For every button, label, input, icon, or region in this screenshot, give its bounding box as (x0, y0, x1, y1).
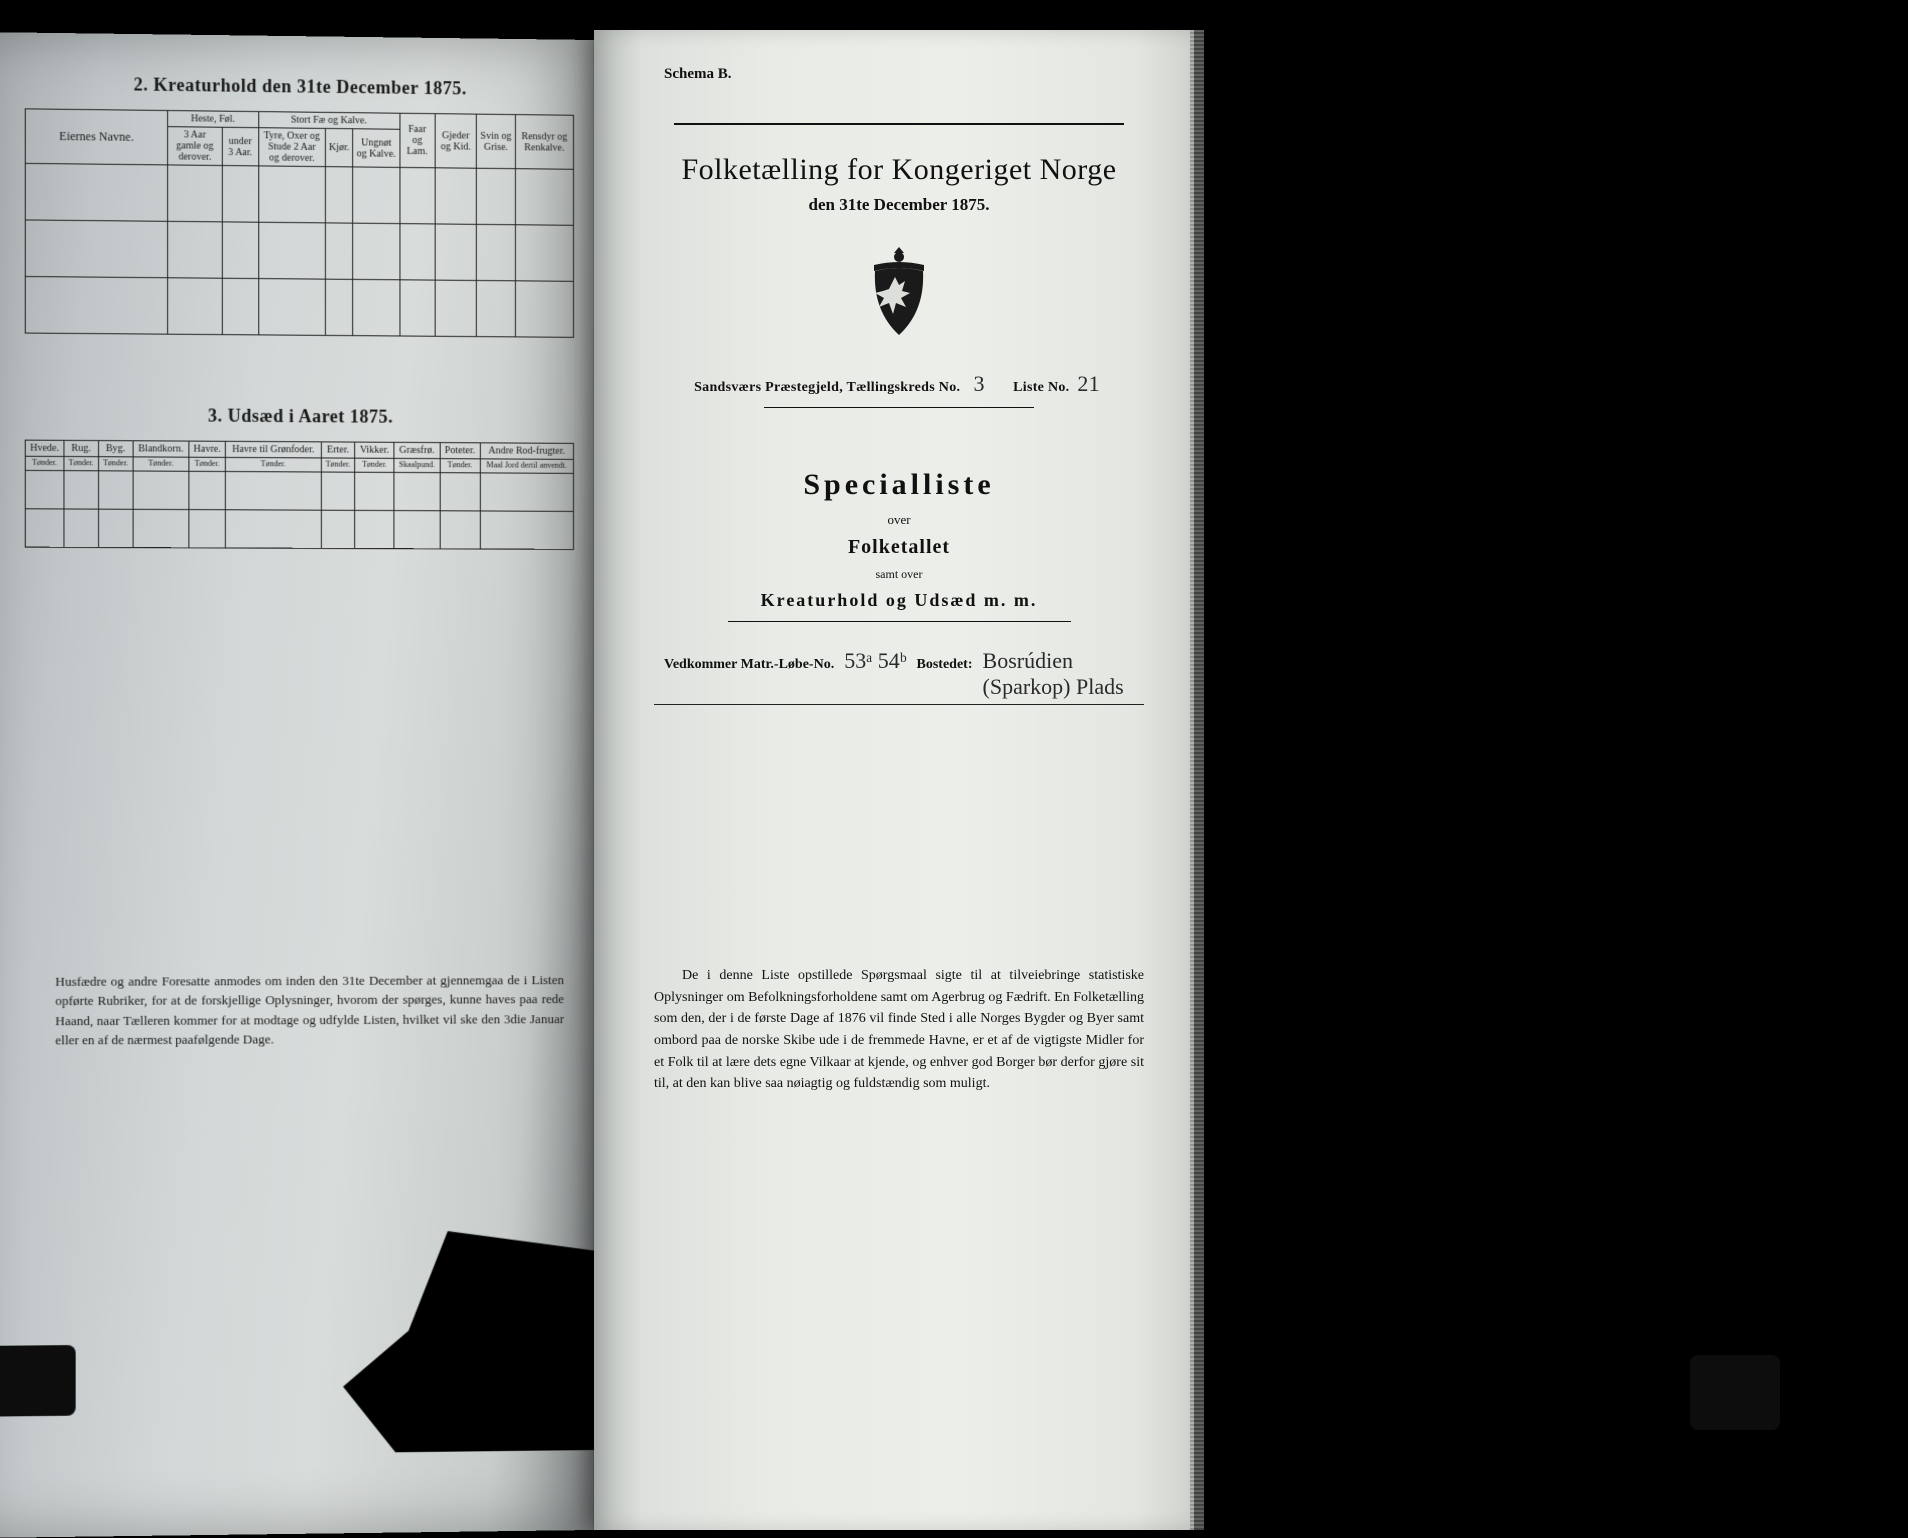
torn-corner (343, 1230, 604, 1453)
col-svin: Svin og Grise. (477, 114, 516, 169)
col-faar: Faar og Lam. (400, 113, 435, 168)
body-paragraph: De i denne Liste opstillede Spørgsmaal s… (654, 965, 1144, 1095)
over-label: over (654, 512, 1144, 528)
matr-row: Vedkommer Matr.-Løbe-No. 53ᵃ 54ᵇ Bostede… (654, 648, 1144, 705)
table-kreaturhold: Eiernes Navne. Heste, Føl. Stort Fæ og K… (25, 108, 574, 338)
matr-label: Vedkommer Matr.-Løbe-No. (664, 657, 834, 673)
col-s3: Ungnøt og Kalve. (353, 129, 400, 168)
left-footer-note: Husfædre og andre Foresatte anmodes om i… (25, 970, 574, 1051)
col-eiernes: Eiernes Navne. (25, 109, 167, 165)
main-title: Folketælling for Kongeriget Norge (654, 153, 1144, 187)
col-stort: Stort Fæ og Kalve. (258, 112, 399, 130)
folketallet-heading: Folketallet (654, 536, 1144, 559)
section3-title: 3. Udsæd i Aaret 1875. (25, 404, 574, 429)
schema-label: Schema B. (664, 66, 1144, 83)
liste-label: Liste No. (1013, 380, 1069, 395)
col-h2: under 3 Aar. (222, 127, 258, 166)
col-erter: Erter. (321, 442, 355, 458)
right-page: Schema B. Folketælling for Kongeriget No… (594, 30, 1194, 1530)
samt-label: samt over (654, 567, 1144, 582)
col-byg: Byg. (98, 441, 132, 457)
rule-under-kreat (728, 621, 1071, 622)
microfilm-clip-right (1690, 1355, 1780, 1430)
col-rensdyr: Rensdyr og Renkalve. (515, 115, 573, 170)
left-page: 2. Kreaturhold den 31te December 1875. E… (0, 32, 594, 1538)
parish-pre: Sandsværs (694, 380, 761, 395)
census-date: den 31te December 1875. (654, 195, 1144, 215)
coat-of-arms-icon (859, 241, 939, 341)
bostedet-value: Bosrúdien (Sparkop) Plads (979, 648, 1134, 700)
microfilm-clip-left (0, 1345, 76, 1417)
col-andre: Andre Rod-frugter. (480, 443, 574, 460)
table-row (25, 163, 573, 225)
kreds-number: 3 (964, 371, 994, 397)
col-rug: Rug. (64, 440, 98, 456)
table-row (25, 470, 573, 511)
col-heste: Heste, Føl. (168, 111, 259, 128)
rule-under-parish (764, 407, 1034, 408)
table-udsaed: Hvede. Rug. Byg. Blandkorn. Havre. Havre… (25, 440, 574, 550)
bostedet-label: Bostedet: (917, 657, 973, 673)
col-h1: 3 Aar gamle og derover. (168, 127, 223, 166)
specialliste-heading: Specialliste (654, 468, 1144, 502)
table-row (25, 276, 573, 337)
col-havre2: Havre til Grønfoder. (226, 441, 321, 458)
matr-number: 53ᵃ 54ᵇ (840, 648, 910, 674)
section2-title: 2. Kreaturhold den 31te December 1875. (25, 73, 574, 101)
rule-top (674, 123, 1125, 125)
col-hvede: Hvede. (25, 440, 64, 456)
col-graes: Græsfrø. (394, 442, 440, 458)
col-bland: Blandkorn. (133, 441, 189, 457)
col-poteter: Poteter. (440, 443, 480, 459)
page-stack-edge (1190, 30, 1204, 1530)
kreaturhold-heading: Kreaturhold og Udsæd m. m. (654, 590, 1144, 611)
page-spread: 2. Kreaturhold den 31te December 1875. E… (0, 40, 1195, 1530)
parish-line: Sandsværs Præstegjeld, Tællingskreds No.… (654, 371, 1144, 397)
col-gjeder: Gjeder og Kid. (435, 114, 477, 169)
liste-number: 21 (1073, 371, 1104, 397)
table-row (25, 220, 573, 281)
col-s1: Tyre, Oxer og Stude 2 Aar og derover. (258, 128, 325, 167)
parish-label: Præstegjeld, Tællingskreds No. (765, 380, 960, 395)
table-row (25, 509, 573, 550)
col-s2: Kjør. (325, 128, 353, 166)
col-vikker: Vikker. (355, 442, 394, 458)
col-havre: Havre. (189, 441, 226, 457)
